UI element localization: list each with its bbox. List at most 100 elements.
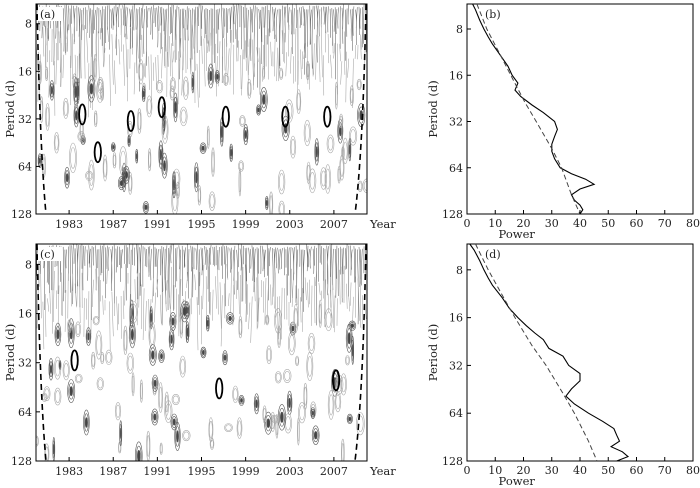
contour-blob xyxy=(347,415,352,423)
contour-blob xyxy=(67,319,72,334)
contour-blob xyxy=(149,306,153,330)
contour-blob xyxy=(136,153,138,160)
significance-contour xyxy=(221,105,230,128)
y-tick-label: 128 xyxy=(11,208,32,221)
contour-blob xyxy=(96,334,102,356)
contour-blob xyxy=(144,204,148,211)
contour-blob xyxy=(64,166,70,189)
contour-blob xyxy=(237,420,242,436)
contour-blob xyxy=(132,375,135,393)
contour-blob xyxy=(278,200,285,214)
contour-blob xyxy=(269,195,273,214)
contour-blob xyxy=(295,357,299,365)
contour-blob xyxy=(296,92,301,111)
contour-blob xyxy=(315,142,319,162)
contour-blob xyxy=(111,142,116,152)
contour-blob xyxy=(247,81,251,96)
contour-blob xyxy=(303,386,307,406)
contour-blob xyxy=(225,312,235,325)
contour-blob xyxy=(153,379,157,387)
contour-blob xyxy=(349,126,358,146)
contour-blob xyxy=(238,318,242,335)
x-tick-label: 1991 xyxy=(143,218,171,231)
x-tick-label: 80 xyxy=(686,464,700,477)
contour-blob xyxy=(345,356,350,364)
contour-blob xyxy=(284,413,292,434)
panel-label: (b) xyxy=(485,8,501,21)
y-tick-label: 32 xyxy=(449,359,463,372)
contour-blob xyxy=(115,404,121,418)
contour-blob xyxy=(284,370,291,381)
y-tick-label: 8 xyxy=(25,18,32,31)
contour-blob xyxy=(100,353,104,363)
panel-label: (c) xyxy=(40,248,55,261)
contour-blob xyxy=(70,147,76,169)
x-tick-label: 1987 xyxy=(99,465,127,478)
plot-frame xyxy=(466,243,694,462)
contour-blob xyxy=(130,328,134,341)
contour-blob xyxy=(158,386,163,409)
contour-blob xyxy=(119,178,125,189)
contour-blob xyxy=(169,311,177,331)
significance-contour xyxy=(157,96,166,119)
contour-blob xyxy=(338,126,342,137)
contour-blob xyxy=(85,327,92,346)
contour-blob xyxy=(129,299,135,328)
contour-blob xyxy=(223,354,227,361)
contour-blob xyxy=(164,391,170,416)
contour-blob xyxy=(349,322,356,330)
contour-blob xyxy=(208,417,214,443)
contour-blob xyxy=(182,76,189,100)
y-axis-label: Period (d) xyxy=(426,80,440,137)
contour-blob xyxy=(350,323,354,328)
contour-blob xyxy=(142,88,146,100)
contour-blob xyxy=(199,142,207,154)
contour-blob xyxy=(262,66,266,80)
contour-blob xyxy=(232,385,239,403)
contour-blob xyxy=(243,123,249,146)
contour-blob xyxy=(141,86,146,102)
contour-blob xyxy=(346,413,353,425)
significance-contour xyxy=(323,105,332,128)
contour-blob xyxy=(50,86,54,95)
contour-blob xyxy=(77,131,85,142)
contour-blob xyxy=(176,430,179,443)
contour-blob xyxy=(87,332,90,341)
contour-blob xyxy=(92,316,100,326)
contour-streaks xyxy=(36,263,367,351)
cone-of-influence-right xyxy=(354,4,367,214)
contour-blob xyxy=(180,300,189,323)
contour-blob xyxy=(282,119,289,138)
y-tick-label: 16 xyxy=(18,65,32,78)
contour-blob xyxy=(236,417,243,439)
contour-blob xyxy=(171,393,180,405)
contour-blob xyxy=(170,314,176,329)
contour-blob xyxy=(279,203,284,214)
contour-blob xyxy=(224,423,233,432)
contour-blob xyxy=(296,89,302,115)
x-tick-label: 80 xyxy=(686,217,700,230)
contour-blob xyxy=(105,349,113,366)
contour-blob xyxy=(67,318,75,349)
contour-blob xyxy=(200,144,206,153)
contour-blob xyxy=(118,443,121,452)
contour-blob xyxy=(283,368,292,383)
significance-contour xyxy=(78,103,87,126)
contour-blob xyxy=(148,321,156,349)
contour-blob xyxy=(310,401,317,419)
contour-blob xyxy=(147,98,152,115)
contour-blob xyxy=(45,103,50,131)
x-tick-label: 60 xyxy=(630,464,644,477)
contour-blob xyxy=(306,63,310,78)
contour-blob xyxy=(127,134,131,147)
contour-blob xyxy=(44,443,50,461)
contour-blob xyxy=(119,180,124,187)
contour-blob xyxy=(153,413,157,421)
contour-blob xyxy=(169,77,176,92)
contour-blob xyxy=(181,303,188,320)
contour-blob xyxy=(161,115,169,144)
contour-blob xyxy=(62,97,69,119)
contour-blob xyxy=(259,87,268,113)
contour-blob xyxy=(118,146,128,177)
contour-blob xyxy=(95,330,103,360)
